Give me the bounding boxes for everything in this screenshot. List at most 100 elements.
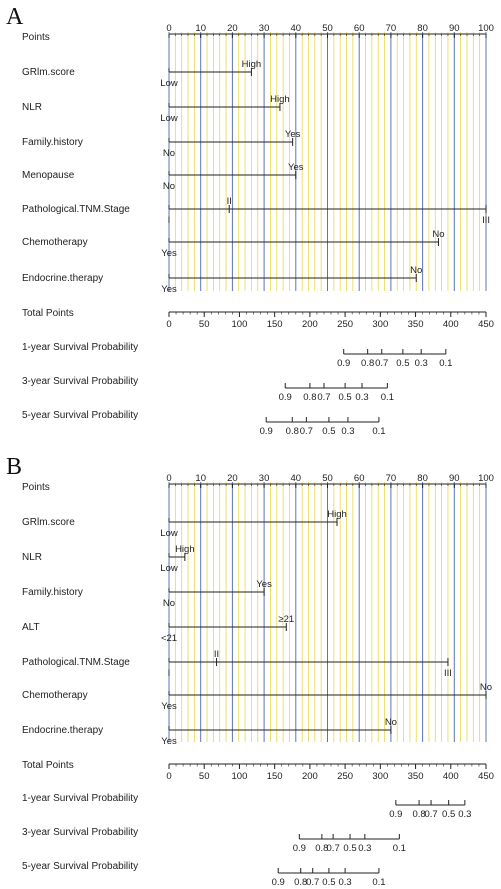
- row-label-predictor: Family.history: [22, 587, 83, 598]
- survival-tick-label: 0.9: [293, 843, 306, 854]
- predictor-level-label: No: [480, 682, 492, 693]
- points-axis-tick-label: 90: [449, 23, 460, 34]
- points-axis-tick-label: 90: [449, 473, 460, 484]
- points-axis-tick-label: 0: [166, 23, 171, 34]
- row-label-predictor: Pathological.TNM.Stage: [22, 204, 130, 215]
- row-label-predictor: GRlm.score: [22, 517, 75, 528]
- survival-tick-label: 0.7: [300, 426, 313, 437]
- survival-tick-label: 0.3: [339, 877, 352, 888]
- survival-tick-label: 0.7: [375, 358, 388, 369]
- survival-tick-label: 0.9: [337, 358, 350, 369]
- survival-tick-label: 0.3: [415, 358, 428, 369]
- points-axis-tick-label: 50: [322, 23, 333, 34]
- points-axis-tick-label: 60: [354, 473, 365, 484]
- row-label-predictor: Chemotherapy: [22, 237, 88, 248]
- total-points-tick-label: 450: [478, 771, 494, 782]
- row-label-total-points: Total Points: [22, 308, 74, 319]
- total-points-tick-label: 300: [372, 319, 388, 330]
- predictor-level-label: Low: [160, 78, 178, 89]
- row-label-predictor: NLR: [22, 552, 42, 563]
- points-axis-tick-label: 10: [195, 473, 206, 484]
- row-label-predictor: Family.history: [22, 137, 83, 148]
- predictor-level-label: Low: [160, 113, 178, 124]
- total-points-tick-label: 450: [478, 319, 494, 330]
- points-axis-tick-label: 100: [478, 473, 494, 484]
- row-label-predictor: Endocrine.therapy: [22, 725, 103, 736]
- row-label-predictor: Pathological.TNM.Stage: [22, 657, 130, 668]
- total-points-tick-label: 400: [443, 319, 459, 330]
- points-axis-tick-label: 40: [291, 473, 302, 484]
- survival-tick-label: 0.5: [442, 809, 455, 820]
- survival-tick-label: 0.5: [339, 392, 352, 403]
- row-label-total-points: Total Points: [22, 760, 74, 771]
- total-points-tick-label: 100: [232, 771, 248, 782]
- survival-tick-label: 0.1: [372, 877, 385, 888]
- total-points-tick-label: 350: [408, 319, 424, 330]
- predictor-level-label: Yes: [256, 579, 272, 590]
- row-label-predictor: NLR: [22, 102, 42, 113]
- points-axis-tick-label: 20: [227, 23, 238, 34]
- predictor-level-label: No: [432, 229, 444, 240]
- row-label-survival: 3-year Survival Probability: [22, 827, 138, 838]
- predictor-level-label: Yes: [161, 284, 177, 295]
- predictor-level-label: I: [168, 668, 171, 679]
- predictor-level-label: III: [444, 668, 452, 679]
- predictor-level-label: Low: [160, 563, 178, 574]
- total-points-tick-label: 350: [408, 771, 424, 782]
- predictor-level-label: Yes: [161, 248, 177, 259]
- predictor-level-label: Low: [160, 528, 178, 539]
- nomogram-panel-a: A Points 0 10 20 30 40 50 60 70 80 90 100 GRlm.score L…: [6, 4, 494, 437]
- total-points-tick-label: 150: [267, 319, 283, 330]
- survival-tick-label: 0.7: [424, 809, 437, 820]
- survival-tick-label: 0.3: [355, 392, 368, 403]
- row-label-points: Points: [22, 482, 50, 493]
- predictor-level-label: II: [227, 196, 232, 207]
- total-points-tick-label: 250: [337, 771, 353, 782]
- total-points-tick-label: 200: [302, 771, 318, 782]
- predictor-level-label: No: [163, 148, 175, 159]
- predictor-level-label: No: [163, 181, 175, 192]
- survival-tick-label: 0.1: [393, 843, 406, 854]
- predictor-level-label: <21: [161, 633, 177, 644]
- points-axis-tick-label: 70: [386, 473, 397, 484]
- panel-letter: B: [6, 454, 22, 480]
- panel-letter: A: [6, 4, 24, 30]
- total-points-tick-label: 300: [372, 771, 388, 782]
- survival-tick-label: 0.1: [381, 392, 394, 403]
- row-label-predictor: Endocrine.therapy: [22, 273, 103, 284]
- predictor-level-label: Yes: [288, 162, 304, 173]
- predictor-level-label: High: [270, 94, 290, 105]
- total-points-tick-label: 400: [443, 771, 459, 782]
- survival-tick-label: 0.3: [458, 809, 471, 820]
- predictor-level-label: No: [385, 717, 397, 728]
- points-axis-tick-label: 100: [478, 23, 494, 34]
- predictor-level-label: Yes: [285, 129, 301, 140]
- row-label-survival: 5-year Survival Probability: [22, 861, 138, 872]
- survival-tick-label: 0.9: [279, 392, 292, 403]
- survival-tick-label: 0.5: [396, 358, 409, 369]
- points-axis-tick-label: 80: [417, 473, 428, 484]
- total-points-tick-label: 100: [232, 319, 248, 330]
- row-label-predictor: GRlm.score: [22, 67, 75, 78]
- total-points-tick-label: 150: [267, 771, 283, 782]
- points-axis-tick-label: 30: [259, 473, 270, 484]
- points-axis-tick-label: 70: [386, 23, 397, 34]
- row-label-survival: 5-year Survival Probability: [22, 410, 138, 421]
- predictor-level-label: Yes: [161, 736, 177, 747]
- predictor-level-label: ≥21: [278, 614, 294, 625]
- survival-tick-label: 0.7: [306, 877, 319, 888]
- total-points-tick-label: 250: [337, 319, 353, 330]
- predictor-level-label: High: [175, 544, 195, 555]
- survival-tick-label: 0.8: [315, 843, 328, 854]
- row-label-survival: 1-year Survival Probability: [22, 793, 138, 804]
- survival-tick-label: 0.8: [412, 809, 425, 820]
- points-axis-tick-label: 20: [227, 473, 238, 484]
- predictor-level-label: No: [163, 598, 175, 609]
- points-axis-tick-label: 30: [259, 23, 270, 34]
- survival-tick-label: 0.5: [322, 877, 335, 888]
- survival-tick-label: 0.8: [303, 392, 316, 403]
- total-points-tick-label: 50: [199, 319, 210, 330]
- survival-tick-label: 0.3: [341, 426, 354, 437]
- survival-tick-label: 0.8: [286, 426, 299, 437]
